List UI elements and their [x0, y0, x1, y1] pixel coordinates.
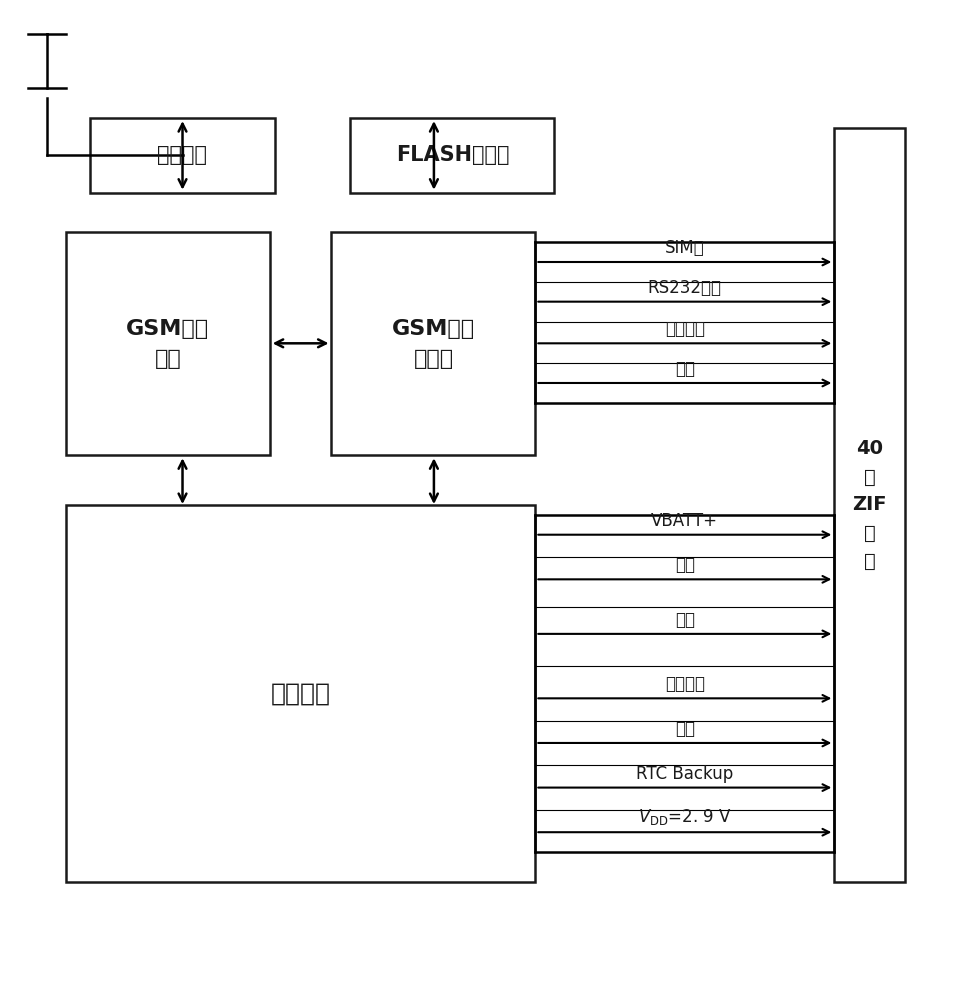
Text: RTC Backup: RTC Backup	[636, 765, 733, 783]
Text: FLASH存储器: FLASH存储器	[395, 145, 509, 165]
Text: 天线接口: 天线接口	[157, 145, 207, 165]
Bar	[90, 118, 275, 193]
Text: 掉电: 掉电	[675, 720, 695, 738]
Text: VBATT+: VBATT+	[652, 512, 719, 530]
Text: RS232通信: RS232通信	[648, 279, 722, 297]
Bar	[66, 505, 535, 882]
Text: $V_{\mathrm{DD}}$=2. 9 V: $V_{\mathrm{DD}}$=2. 9 V	[638, 807, 732, 827]
Text: 触发信号: 触发信号	[665, 675, 705, 693]
Text: 接地: 接地	[675, 611, 695, 629]
Text: 供电模块: 供电模块	[271, 681, 330, 705]
Bar	[331, 232, 535, 455]
Text: GSM射频
模块: GSM射频 模块	[126, 319, 210, 369]
Bar	[350, 118, 554, 193]
Text: 40
芯
ZIF
插
座: 40 芯 ZIF 插 座	[853, 439, 887, 570]
Bar	[835, 128, 905, 882]
Text: GSM基带
处理器: GSM基带 处理器	[391, 319, 475, 369]
Bar	[66, 232, 270, 455]
Text: 电源: 电源	[675, 556, 695, 574]
Text: SIM卡: SIM卡	[665, 239, 704, 257]
Text: 同步通信: 同步通信	[665, 320, 705, 338]
Text: 音频: 音频	[675, 360, 695, 378]
